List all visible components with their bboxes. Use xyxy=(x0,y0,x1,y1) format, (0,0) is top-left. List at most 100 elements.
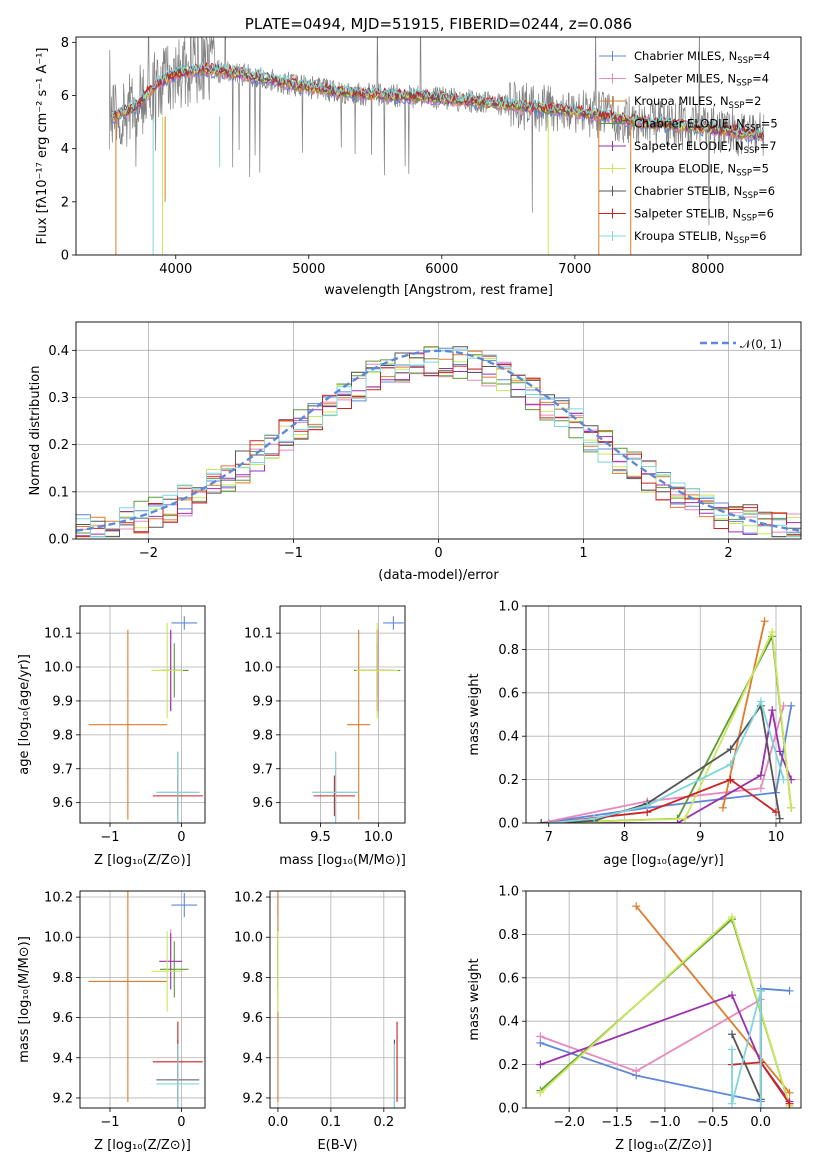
y-tick-label: 9.2 xyxy=(52,1091,73,1106)
y-tick-label: 0.0 xyxy=(48,533,69,548)
legend-text: Salpeter STELIB, N xyxy=(634,207,741,221)
y-tick-label: 0.4 xyxy=(498,730,519,745)
legend-text: =4 xyxy=(752,72,769,86)
plot-clip-age_vs_Z xyxy=(88,616,203,823)
x-axis-label: Z [log₁₀(Z/Z⊙)] xyxy=(94,1138,191,1153)
x-tick-label: 1 xyxy=(579,546,587,561)
y-tick-label: 0.6 xyxy=(498,971,519,986)
y-axis-label: Flux [fλ10⁻¹⁷ erg cm⁻² s⁻¹ A⁻¹] xyxy=(35,48,50,245)
y-tick-label: 9.8 xyxy=(252,728,273,743)
legend-entry: Salpeter MILES, NSSP=4 xyxy=(634,72,769,89)
plot-clip-spectrum xyxy=(108,37,765,255)
x-axis-label: E(B-V) xyxy=(317,1138,357,1153)
y-tick-label: 9.4 xyxy=(52,1051,73,1066)
legend-subscript: SSP xyxy=(736,169,752,179)
y-tick-label: 0.2 xyxy=(48,438,69,453)
legend-text: =7 xyxy=(760,139,777,153)
y-tick-label: 9.9 xyxy=(52,694,73,709)
legend-entry: Kroupa ELODIE, NSSP=5 xyxy=(634,162,769,179)
y-tick-label: 0.6 xyxy=(498,686,519,701)
y-tick-label: 9.6 xyxy=(52,796,73,811)
legend-text: =2 xyxy=(744,94,761,108)
x-axis-label: Z [log₁₀(Z/Z⊙)] xyxy=(615,1138,712,1153)
weight-series-line xyxy=(731,990,762,1108)
weight-series-line xyxy=(548,698,785,823)
legend-text: =6 xyxy=(757,207,774,221)
legend-text: Salpeter MILES, N xyxy=(634,72,736,86)
x-tick-label: −1.5 xyxy=(601,1115,633,1130)
legend-text: Chabrier ELODIE, N xyxy=(634,117,745,131)
y-tick-label: 0.4 xyxy=(498,1015,519,1030)
x-tick-label: −1.0 xyxy=(649,1115,681,1130)
axes-frame xyxy=(525,605,802,824)
y-tick-label: 9.8 xyxy=(52,971,73,986)
y-tick-label: 8 xyxy=(61,36,69,51)
legend-entry: Chabrier MILES, NSSP=4 xyxy=(634,49,770,66)
legend-text: Chabrier MILES, N xyxy=(634,49,737,63)
y-tick-label: 9.6 xyxy=(252,796,273,811)
x-tick-label: −2 xyxy=(139,546,158,561)
weight-series-line xyxy=(548,628,793,823)
y-axis-label: mass weight xyxy=(467,958,482,1040)
y-tick-label: 0.1 xyxy=(48,485,69,500)
y-tick-label: 4 xyxy=(61,142,69,157)
legend-entry: 𝒩(0, 1) xyxy=(740,337,782,351)
x-tick-label: 0.0 xyxy=(750,1115,771,1130)
weight-series-line xyxy=(722,621,766,808)
weight-series-line xyxy=(635,905,791,1094)
legend-text: Kroupa STELIB, N xyxy=(634,229,734,243)
y-tick-label: 9.8 xyxy=(242,971,263,986)
legend-entry: Chabrier STELIB, NSSP=6 xyxy=(634,184,775,201)
y-tick-label: 10.0 xyxy=(44,661,73,676)
y-tick-label: 0.0 xyxy=(498,817,519,832)
y-tick-label: 1.0 xyxy=(498,600,519,615)
x-axis-label: Z [log₁₀(Z/Z⊙)] xyxy=(94,853,191,868)
legend-text: Kroupa MILES, N xyxy=(634,94,729,108)
y-tick-label: 9.9 xyxy=(252,694,273,709)
x-axis-label: mass [log₁₀(M/M⊙)] xyxy=(279,853,406,868)
axes-frame xyxy=(279,605,406,824)
axes-frame xyxy=(79,605,206,824)
x-tick-label: −1 xyxy=(284,546,303,561)
plot-clip-weight_vs_age xyxy=(537,617,796,823)
plot-clip-mass_vs_Z xyxy=(88,891,203,1108)
legend-text: Chabrier STELIB, N xyxy=(634,184,742,198)
weight-series-line xyxy=(541,705,785,823)
legend-subscript: SSP xyxy=(741,214,757,224)
legend-text: Salpeter ELODIE, N xyxy=(634,139,744,153)
axes-frame xyxy=(79,890,206,1109)
y-tick-label: 10.0 xyxy=(44,931,73,946)
x-tick-label: 4000 xyxy=(159,262,192,277)
y-tick-label: 9.4 xyxy=(242,1051,263,1066)
y-tick-label: 6 xyxy=(61,89,69,104)
y-tick-label: 9.7 xyxy=(52,762,73,777)
legend-entry: Kroupa MILES, NSSP=2 xyxy=(634,94,761,111)
legend-entry: Salpeter ELODIE, NSSP=7 xyxy=(634,139,777,156)
weight-series-line xyxy=(541,703,781,823)
y-tick-label: 9.7 xyxy=(252,762,273,777)
x-tick-label: 9 xyxy=(696,830,704,845)
normal-reference-curve xyxy=(76,349,801,532)
y-tick-label: 9.2 xyxy=(242,1091,263,1106)
x-tick-label: 7 xyxy=(545,830,553,845)
legend-subscript: SSP xyxy=(742,191,758,201)
x-tick-label: 9.5 xyxy=(310,830,331,845)
y-tick-label: 0.2 xyxy=(498,773,519,788)
y-tick-label: 10.0 xyxy=(244,661,273,676)
y-tick-label: 0 xyxy=(61,249,69,264)
x-tick-label: 6000 xyxy=(425,262,458,277)
y-tick-label: 10.0 xyxy=(234,931,263,946)
plot-clip-residuals xyxy=(76,346,801,538)
y-tick-label: 9.6 xyxy=(242,1011,263,1026)
y-tick-label: 2 xyxy=(61,195,69,210)
y-tick-label: 9.6 xyxy=(52,1011,73,1026)
x-tick-label: 0 xyxy=(177,1115,185,1130)
y-axis-label: mass weight xyxy=(467,673,482,755)
plot-clip-age_vs_mass xyxy=(312,616,404,823)
legend-subscript: SSP xyxy=(734,236,750,246)
axes-frame xyxy=(269,890,406,1109)
x-tick-label: −0.5 xyxy=(697,1115,729,1130)
x-tick-label: 8000 xyxy=(691,262,724,277)
